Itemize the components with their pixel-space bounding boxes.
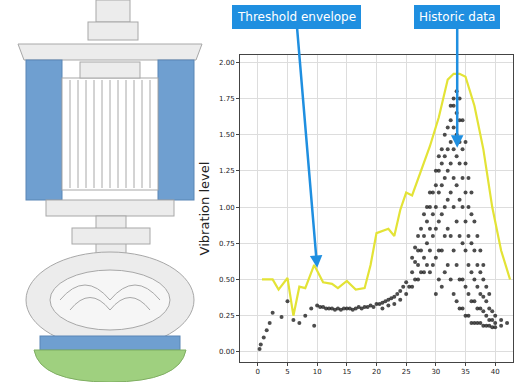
svg-text:Vibration level: Vibration level bbox=[197, 162, 212, 256]
svg-text:30: 30 bbox=[431, 368, 440, 376]
svg-text:2.00: 2.00 bbox=[219, 59, 235, 67]
svg-text:40: 40 bbox=[491, 368, 500, 376]
svg-text:Historic data: Historic data bbox=[419, 10, 495, 24]
svg-text:0.25: 0.25 bbox=[219, 312, 235, 320]
svg-text:1.00: 1.00 bbox=[219, 204, 235, 212]
svg-text:0.00: 0.00 bbox=[219, 348, 235, 356]
svg-text:25: 25 bbox=[402, 368, 411, 376]
svg-text:1.50: 1.50 bbox=[219, 131, 235, 139]
svg-text:1.25: 1.25 bbox=[219, 167, 235, 175]
svg-text:1.75: 1.75 bbox=[219, 95, 235, 103]
svg-text:15: 15 bbox=[342, 368, 351, 376]
svg-text:10: 10 bbox=[313, 368, 322, 376]
svg-text:35: 35 bbox=[461, 368, 470, 376]
svg-text:0: 0 bbox=[256, 368, 260, 376]
svg-text:0.75: 0.75 bbox=[219, 240, 235, 248]
svg-text:Threshold envelope: Threshold envelope bbox=[237, 10, 356, 24]
svg-text:20: 20 bbox=[372, 368, 381, 376]
svg-text:5: 5 bbox=[285, 368, 289, 376]
svg-text:0.50: 0.50 bbox=[219, 276, 235, 284]
